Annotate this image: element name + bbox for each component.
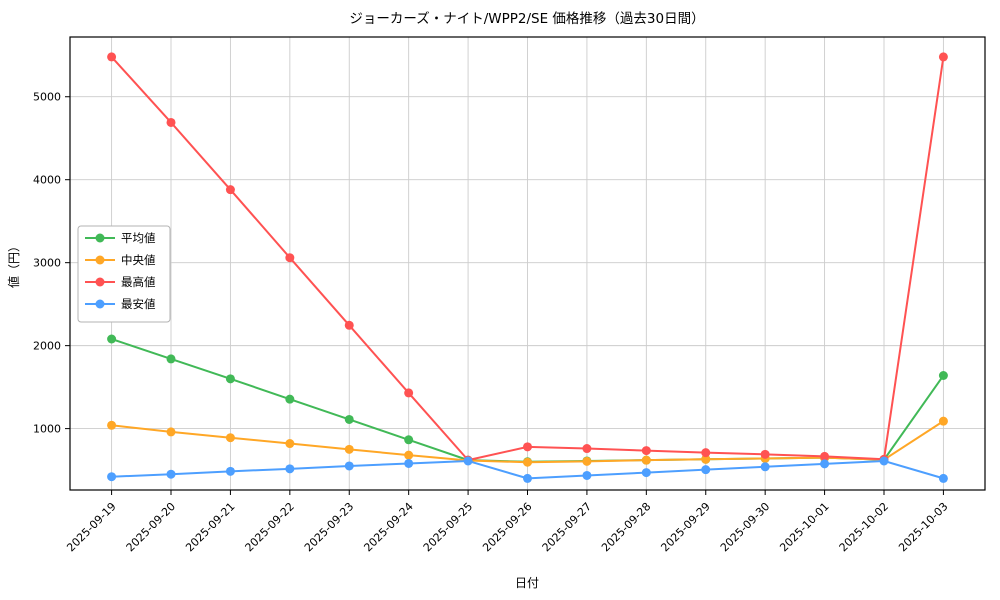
y-tick-label: 5000 xyxy=(33,91,61,104)
legend-marker xyxy=(95,299,105,309)
y-tick-label: 4000 xyxy=(33,174,61,187)
grid-layer xyxy=(70,37,985,490)
data-point-marker xyxy=(166,117,176,127)
data-point-marker xyxy=(523,473,532,483)
x-tick-label: 2025-09-30 xyxy=(718,500,772,554)
legend-item: 平均値 xyxy=(85,231,156,245)
data-point-marker xyxy=(938,52,948,62)
data-point-marker xyxy=(225,374,235,384)
x-tick-label: 2025-09-27 xyxy=(540,500,594,554)
x-tick-label: 2025-10-01 xyxy=(777,500,831,554)
legend-item: 中央値 xyxy=(85,253,156,267)
legend-label: 最安値 xyxy=(121,297,156,311)
data-point-marker xyxy=(879,456,889,466)
data-point-marker xyxy=(225,185,235,195)
data-point-marker xyxy=(701,465,711,475)
series-layer xyxy=(107,52,948,483)
data-point-marker xyxy=(404,458,414,468)
data-point-marker xyxy=(582,456,592,466)
axes-layer: 1000 2000 3000 4000 5000 2025-09-19 2025-09-20… xyxy=(33,36,986,554)
legend-box xyxy=(77,225,171,323)
data-point-marker xyxy=(344,444,354,454)
data-point-marker xyxy=(701,448,711,458)
x-tick-label: 2025-09-22 xyxy=(243,500,297,554)
x-tick-label: 2025-09-25 xyxy=(421,500,475,554)
data-point-marker xyxy=(285,394,295,404)
y-tick-label: 2000 xyxy=(33,340,61,353)
data-point-marker xyxy=(225,466,235,476)
legend-label: 平均値 xyxy=(121,231,156,245)
data-point-marker xyxy=(582,470,592,480)
data-point-marker xyxy=(344,320,354,330)
data-point-marker xyxy=(820,451,830,461)
legend-marker xyxy=(95,277,105,287)
data-point-marker xyxy=(641,446,651,456)
data-point-marker xyxy=(938,473,948,483)
data-point-marker xyxy=(404,450,414,460)
data-point-marker xyxy=(523,457,532,467)
data-point-marker xyxy=(285,439,295,449)
data-point-marker xyxy=(107,334,117,344)
data-point-marker xyxy=(701,454,711,464)
data-point-marker xyxy=(582,444,592,454)
data-point-marker xyxy=(641,468,651,478)
data-point-marker xyxy=(938,416,948,426)
data-point-marker xyxy=(641,455,651,465)
data-point-marker xyxy=(107,472,117,482)
legend-label: 最高値 xyxy=(121,275,156,289)
data-point-marker xyxy=(404,388,414,398)
y-tick-label: 3000 xyxy=(33,257,61,270)
legend-marker xyxy=(95,255,105,265)
data-point-marker xyxy=(938,371,948,381)
x-tick-label: 2025-09-19 xyxy=(64,500,118,554)
x-axis-label: 日付 xyxy=(515,576,539,590)
x-tick-label: 2025-09-26 xyxy=(480,500,534,554)
data-point-marker xyxy=(166,354,176,364)
x-tick-label: 2025-10-02 xyxy=(837,500,891,554)
legend-marker xyxy=(95,233,105,243)
data-point-marker xyxy=(285,464,295,474)
x-tick-label: 2025-09-21 xyxy=(183,500,237,554)
data-point-marker xyxy=(760,462,770,472)
data-point-marker xyxy=(344,414,354,424)
x-tick-label: 2025-09-23 xyxy=(302,500,356,554)
data-point-marker xyxy=(760,449,770,459)
data-point-marker xyxy=(523,442,532,452)
data-point-marker xyxy=(285,253,295,263)
legend-item: 最高値 xyxy=(85,275,156,289)
data-point-marker xyxy=(107,52,117,62)
data-point-marker xyxy=(463,456,473,466)
data-point-marker xyxy=(166,469,176,479)
x-tick-label: 2025-09-29 xyxy=(658,500,712,554)
legend-label: 中央値 xyxy=(121,253,156,267)
data-point-marker xyxy=(107,420,117,430)
legend-item: 最安値 xyxy=(85,297,156,311)
y-axis-label: 値（円） xyxy=(6,240,21,288)
y-tick-label: 1000 xyxy=(33,423,61,436)
x-tick-label: 2025-09-28 xyxy=(599,500,653,554)
data-point-marker xyxy=(404,435,414,445)
chart-title: ジョーカーズ・ナイト/WPP2/SE 価格推移（過去30日間） xyxy=(349,11,704,27)
x-tick-label: 2025-09-24 xyxy=(361,500,415,554)
data-point-marker xyxy=(820,459,830,469)
x-tick-label: 2025-10-03 xyxy=(896,500,950,554)
data-point-marker xyxy=(166,427,176,437)
data-point-marker xyxy=(344,461,354,471)
data-point-marker xyxy=(225,433,235,443)
x-tick-label: 2025-09-20 xyxy=(124,500,178,554)
